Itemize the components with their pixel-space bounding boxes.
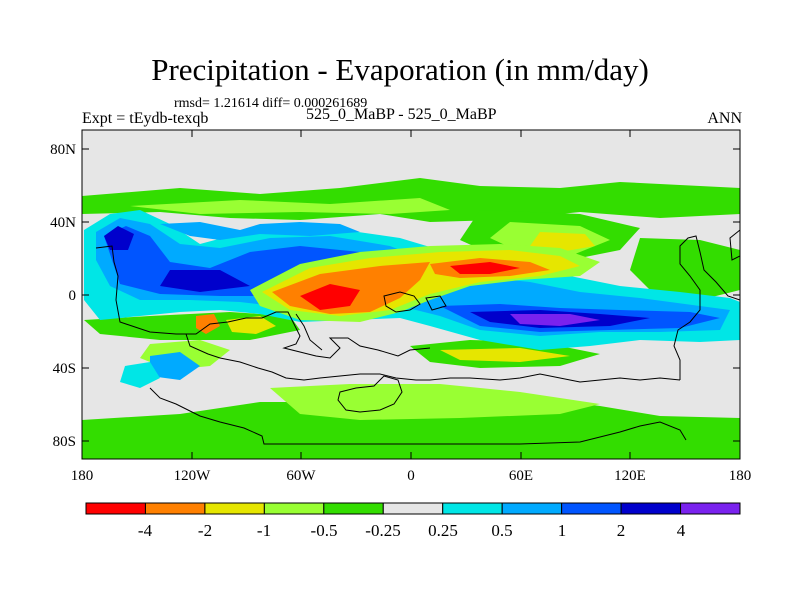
lat-tick-label: 0 bbox=[69, 288, 77, 304]
colorbar-label: 2 bbox=[617, 521, 626, 540]
plot-title: Precipitation - Evaporation (in mm/day) bbox=[151, 52, 649, 87]
stats-text: rmsd= 1.21614 diff= 0.000261689 bbox=[174, 96, 368, 111]
colorbar-label: -1 bbox=[257, 521, 271, 540]
colorbar-label: 0.5 bbox=[491, 521, 512, 540]
lon-tick-label: 120W bbox=[174, 468, 212, 484]
colorbar-box bbox=[680, 502, 741, 515]
colorbar bbox=[85, 502, 741, 515]
colorbar-box bbox=[561, 502, 622, 515]
coastlines bbox=[95, 229, 740, 445]
lon-tick-label: 60W bbox=[286, 468, 316, 484]
colorbar-label: 0.25 bbox=[428, 521, 458, 540]
colorbar-label: -0.25 bbox=[365, 521, 400, 540]
colorbar-label: -2 bbox=[198, 521, 212, 540]
season-label: ANN bbox=[707, 110, 742, 127]
colorbar-box bbox=[144, 502, 206, 515]
case-label: 525_0_MaBP - 525_0_MaBP bbox=[306, 106, 497, 123]
colorbar-box bbox=[382, 502, 444, 515]
lat-tick-label: 80N bbox=[50, 142, 76, 158]
lon-tick-label: 180 bbox=[71, 468, 94, 484]
colorbar-box bbox=[323, 502, 384, 515]
colorbar-box bbox=[85, 502, 146, 515]
colorbar-box bbox=[263, 502, 325, 515]
colorbar-box bbox=[442, 502, 503, 515]
colorbar-label: 4 bbox=[677, 521, 686, 540]
colorbar-box bbox=[501, 502, 563, 515]
lon-tick-label: 0 bbox=[407, 468, 415, 484]
lon-tick-label: 60E bbox=[509, 468, 533, 484]
lat-tick-label: 40N bbox=[50, 215, 76, 231]
experiment-label: Expt = tEydb-texqb bbox=[82, 110, 209, 127]
lat-tick-label: 80S bbox=[53, 434, 76, 450]
lon-tick-label: 180 bbox=[729, 468, 752, 484]
tick-marks bbox=[81, 130, 741, 459]
colorbar-label: -4 bbox=[138, 521, 153, 540]
lon-tick-label: 120E bbox=[614, 468, 646, 484]
contour-field bbox=[82, 178, 740, 459]
colorbar-label: -0.5 bbox=[311, 521, 338, 540]
colorbar-box bbox=[204, 502, 265, 515]
colorbar-label: 1 bbox=[558, 521, 567, 540]
colorbar-box bbox=[620, 502, 682, 515]
lat-tick-label: 40S bbox=[53, 361, 76, 377]
